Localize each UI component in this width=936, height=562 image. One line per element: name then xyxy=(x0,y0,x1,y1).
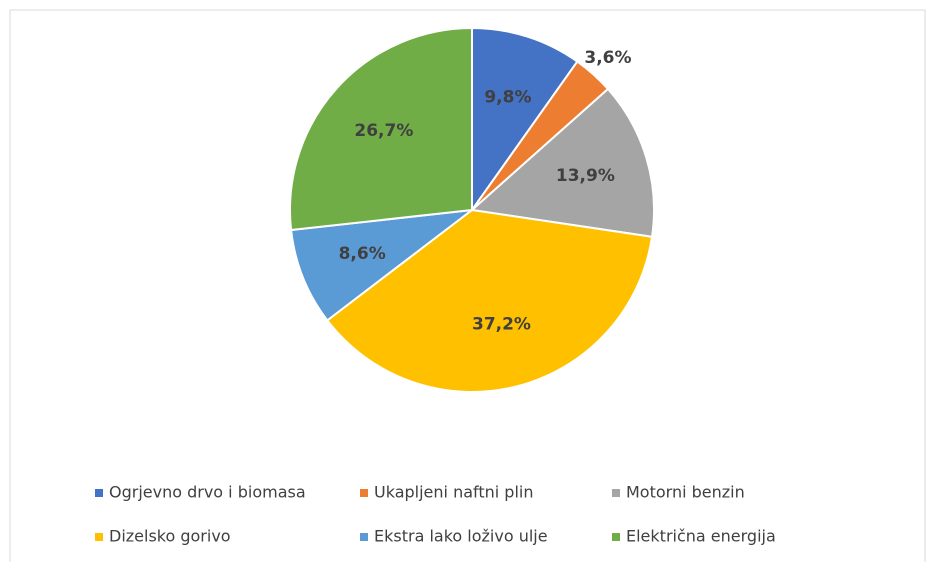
pie-slice xyxy=(325,208,654,393)
data-label: 3,6% xyxy=(584,48,631,68)
data-label: 26,7% xyxy=(354,121,413,141)
legend-label: Motorni benzin xyxy=(626,483,745,502)
legend-label: Ekstra lako loživo ulje xyxy=(374,527,548,546)
legend-marker xyxy=(612,489,620,497)
legend-marker xyxy=(612,533,620,541)
legend-marker xyxy=(360,489,368,497)
pie-slice xyxy=(289,208,476,322)
legend-marker xyxy=(360,533,368,541)
legend-label: Dizelsko gorivo xyxy=(109,527,231,546)
pie-slice xyxy=(289,26,473,232)
pie-slice xyxy=(471,26,579,214)
legend-label: Ukapljeni naftni plin xyxy=(374,483,534,502)
data-label: 8,6% xyxy=(339,244,386,264)
data-label: 37,2% xyxy=(472,315,531,335)
data-label: 13,9% xyxy=(556,166,615,186)
data-label: 9,8% xyxy=(484,87,531,107)
legend-label: Ogrjevno drvo i biomasa xyxy=(109,483,306,502)
legend-label: Električna energija xyxy=(626,527,776,546)
legend-marker xyxy=(95,489,103,497)
pie-slice xyxy=(469,87,655,238)
legend-marker xyxy=(95,533,103,541)
